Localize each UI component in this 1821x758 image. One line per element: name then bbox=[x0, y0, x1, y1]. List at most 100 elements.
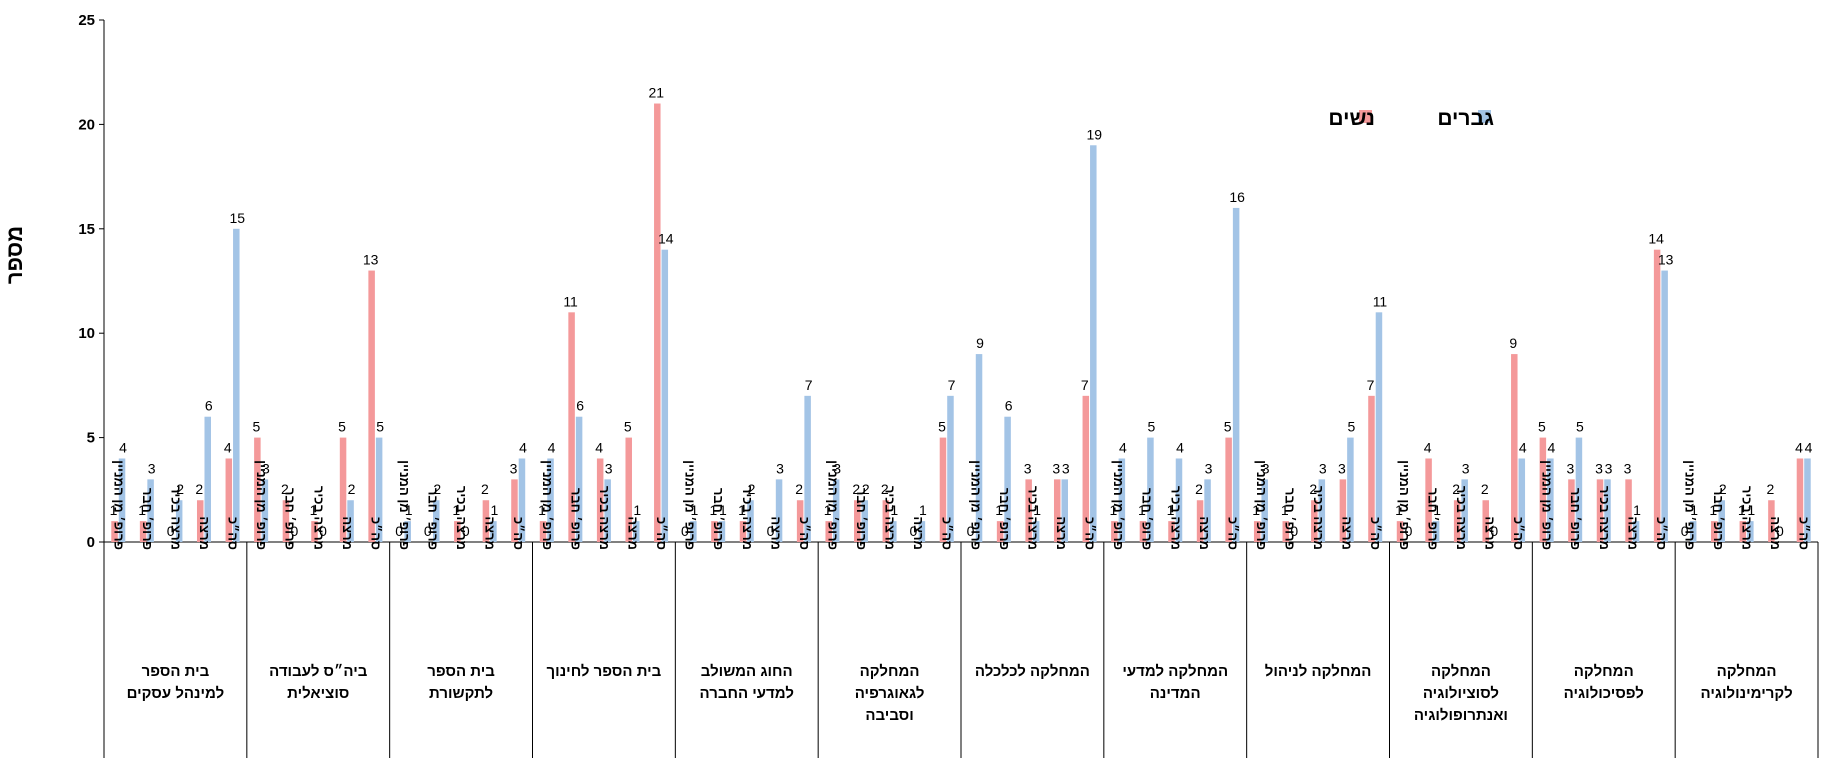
x-group-label: המדינה bbox=[1150, 685, 1201, 702]
bar-women bbox=[482, 500, 490, 542]
x-tick-label-rank: פרופ׳ חבר bbox=[711, 488, 726, 550]
x-group-label: בית הספר bbox=[142, 663, 210, 680]
x-group-label: החוג המשולב bbox=[701, 663, 793, 680]
data-label-women: 2 bbox=[1452, 481, 1460, 497]
x-group-label: ואנתרופולוגיה bbox=[1414, 707, 1508, 724]
legend-men-swatch bbox=[1478, 110, 1491, 123]
bar-women bbox=[339, 437, 347, 542]
bar-women bbox=[1396, 521, 1404, 542]
x-group-label: ביה״ס לעבודה bbox=[269, 663, 368, 680]
x-tick-label-rank: מרצה bbox=[197, 516, 212, 550]
data-label-women: 0 bbox=[910, 523, 918, 539]
data-label-women: 0 bbox=[681, 523, 689, 539]
bar-men bbox=[1032, 521, 1040, 542]
data-label-men: 0 bbox=[1290, 523, 1298, 539]
bar-women bbox=[1739, 521, 1747, 542]
bar-men bbox=[490, 521, 497, 542]
x-tick-label-rank: סה״כ bbox=[511, 517, 526, 550]
bar-women bbox=[796, 500, 804, 542]
data-label-women: 1 bbox=[995, 502, 1003, 518]
axes bbox=[99, 19, 1819, 758]
bar-men bbox=[347, 500, 354, 542]
x-tick-label-rank: מרצה בכיר bbox=[1025, 486, 1040, 550]
bar-women bbox=[1225, 437, 1232, 542]
bar-women bbox=[596, 458, 604, 542]
data-label-men: 0 bbox=[462, 523, 470, 539]
bar-men bbox=[1518, 458, 1526, 542]
data-label-women: 2 bbox=[1481, 481, 1489, 497]
bar-men bbox=[690, 521, 697, 542]
data-label-women: 1 bbox=[824, 502, 832, 518]
x-tick-label-rank: מרצה bbox=[625, 516, 640, 550]
legend-men-label: גברים bbox=[1437, 107, 1494, 130]
data-label-women: 1 bbox=[1167, 502, 1175, 518]
bar-men bbox=[975, 354, 983, 542]
bar-women bbox=[1596, 479, 1604, 542]
x-group-label: המחלקה bbox=[1717, 663, 1777, 680]
bar-women bbox=[1768, 500, 1775, 542]
bar-men bbox=[404, 521, 411, 542]
data-label-men: 4 bbox=[119, 439, 127, 455]
x-tick-label-rank: פרופ׳ מן המניין bbox=[111, 460, 126, 550]
bar-women bbox=[225, 458, 233, 542]
data-label-women: 1 bbox=[1138, 502, 1146, 518]
y-tick-label: 5 bbox=[87, 430, 95, 447]
bar-women bbox=[368, 270, 375, 542]
x-group-label: המחלקה bbox=[1574, 663, 1634, 680]
data-label-women: 0 bbox=[767, 523, 775, 539]
bar-women bbox=[1311, 500, 1318, 542]
data-label-men: 4 bbox=[1547, 439, 1555, 455]
bar-men bbox=[1804, 458, 1811, 542]
bar-men bbox=[861, 500, 869, 542]
x-tick-label-rank: סה״כ bbox=[1797, 517, 1812, 550]
data-label-men: 2 bbox=[433, 481, 441, 497]
data-label-women: 1 bbox=[1738, 502, 1746, 518]
x-tick-label-rank: מרצה בכיר bbox=[1311, 486, 1326, 550]
data-label-men: 3 bbox=[1462, 460, 1470, 476]
x-group-label: לסוציולוגיה bbox=[1423, 685, 1499, 702]
bar-women bbox=[1111, 521, 1118, 542]
data-label-women: 4 bbox=[1795, 439, 1803, 455]
x-tick-label-rank: מרצה בכיר bbox=[1740, 486, 1755, 550]
bar-men bbox=[1747, 521, 1754, 542]
data-label-men: 3 bbox=[148, 460, 156, 476]
bar-men bbox=[547, 458, 554, 542]
x-tick-label-rank: מרצה בכיר bbox=[1168, 486, 1183, 550]
data-label-women: 7 bbox=[1367, 377, 1375, 393]
data-label-men: 6 bbox=[576, 398, 584, 414]
x-group-label: סוציאלית bbox=[287, 685, 349, 702]
bar-men bbox=[804, 395, 811, 542]
x-tick-label-rank: מרצה בכיר bbox=[168, 486, 183, 550]
x-tick-label-rank: סה״כ bbox=[654, 517, 669, 550]
data-label-men: 5 bbox=[376, 419, 384, 435]
data-label-women: 2 bbox=[1309, 481, 1317, 497]
data-label-men: 1 bbox=[1633, 502, 1641, 518]
y-tick-label: 10 bbox=[78, 325, 95, 342]
bar-men bbox=[604, 479, 611, 542]
bar-men bbox=[375, 437, 383, 542]
bar-women bbox=[1253, 521, 1261, 542]
data-label-men: 1 bbox=[1690, 502, 1698, 518]
x-tick-label-rank: מרצה בכיר bbox=[883, 486, 898, 550]
x-tick-label-rank: מרצה bbox=[340, 516, 355, 550]
data-label-men: 6 bbox=[205, 398, 213, 414]
bar-men bbox=[1175, 458, 1183, 542]
bar-women bbox=[625, 437, 632, 542]
data-label-men: 3 bbox=[1319, 460, 1327, 476]
x-tick-label-rank: מרצה bbox=[1625, 516, 1640, 550]
bar-women bbox=[1653, 249, 1661, 542]
x-tick-label-rank: סה״כ bbox=[368, 517, 383, 550]
x-tick-label-rank: סה״כ bbox=[797, 517, 812, 550]
bars bbox=[111, 103, 1811, 543]
data-label-men: 3 bbox=[776, 460, 784, 476]
data-label-men: 2 bbox=[862, 481, 870, 497]
data-label-men: 3 bbox=[1062, 460, 1070, 476]
bar-women bbox=[1168, 521, 1175, 542]
x-group-label: לפסיכולוגיה bbox=[1564, 685, 1644, 702]
data-label-men: 4 bbox=[1176, 439, 1184, 455]
x-tick-label-rank: מרצה bbox=[1340, 516, 1355, 550]
x-tick-label-rank: פרופ׳ חבר bbox=[854, 488, 869, 550]
bar-men bbox=[1575, 437, 1583, 542]
bar-men bbox=[918, 521, 926, 542]
